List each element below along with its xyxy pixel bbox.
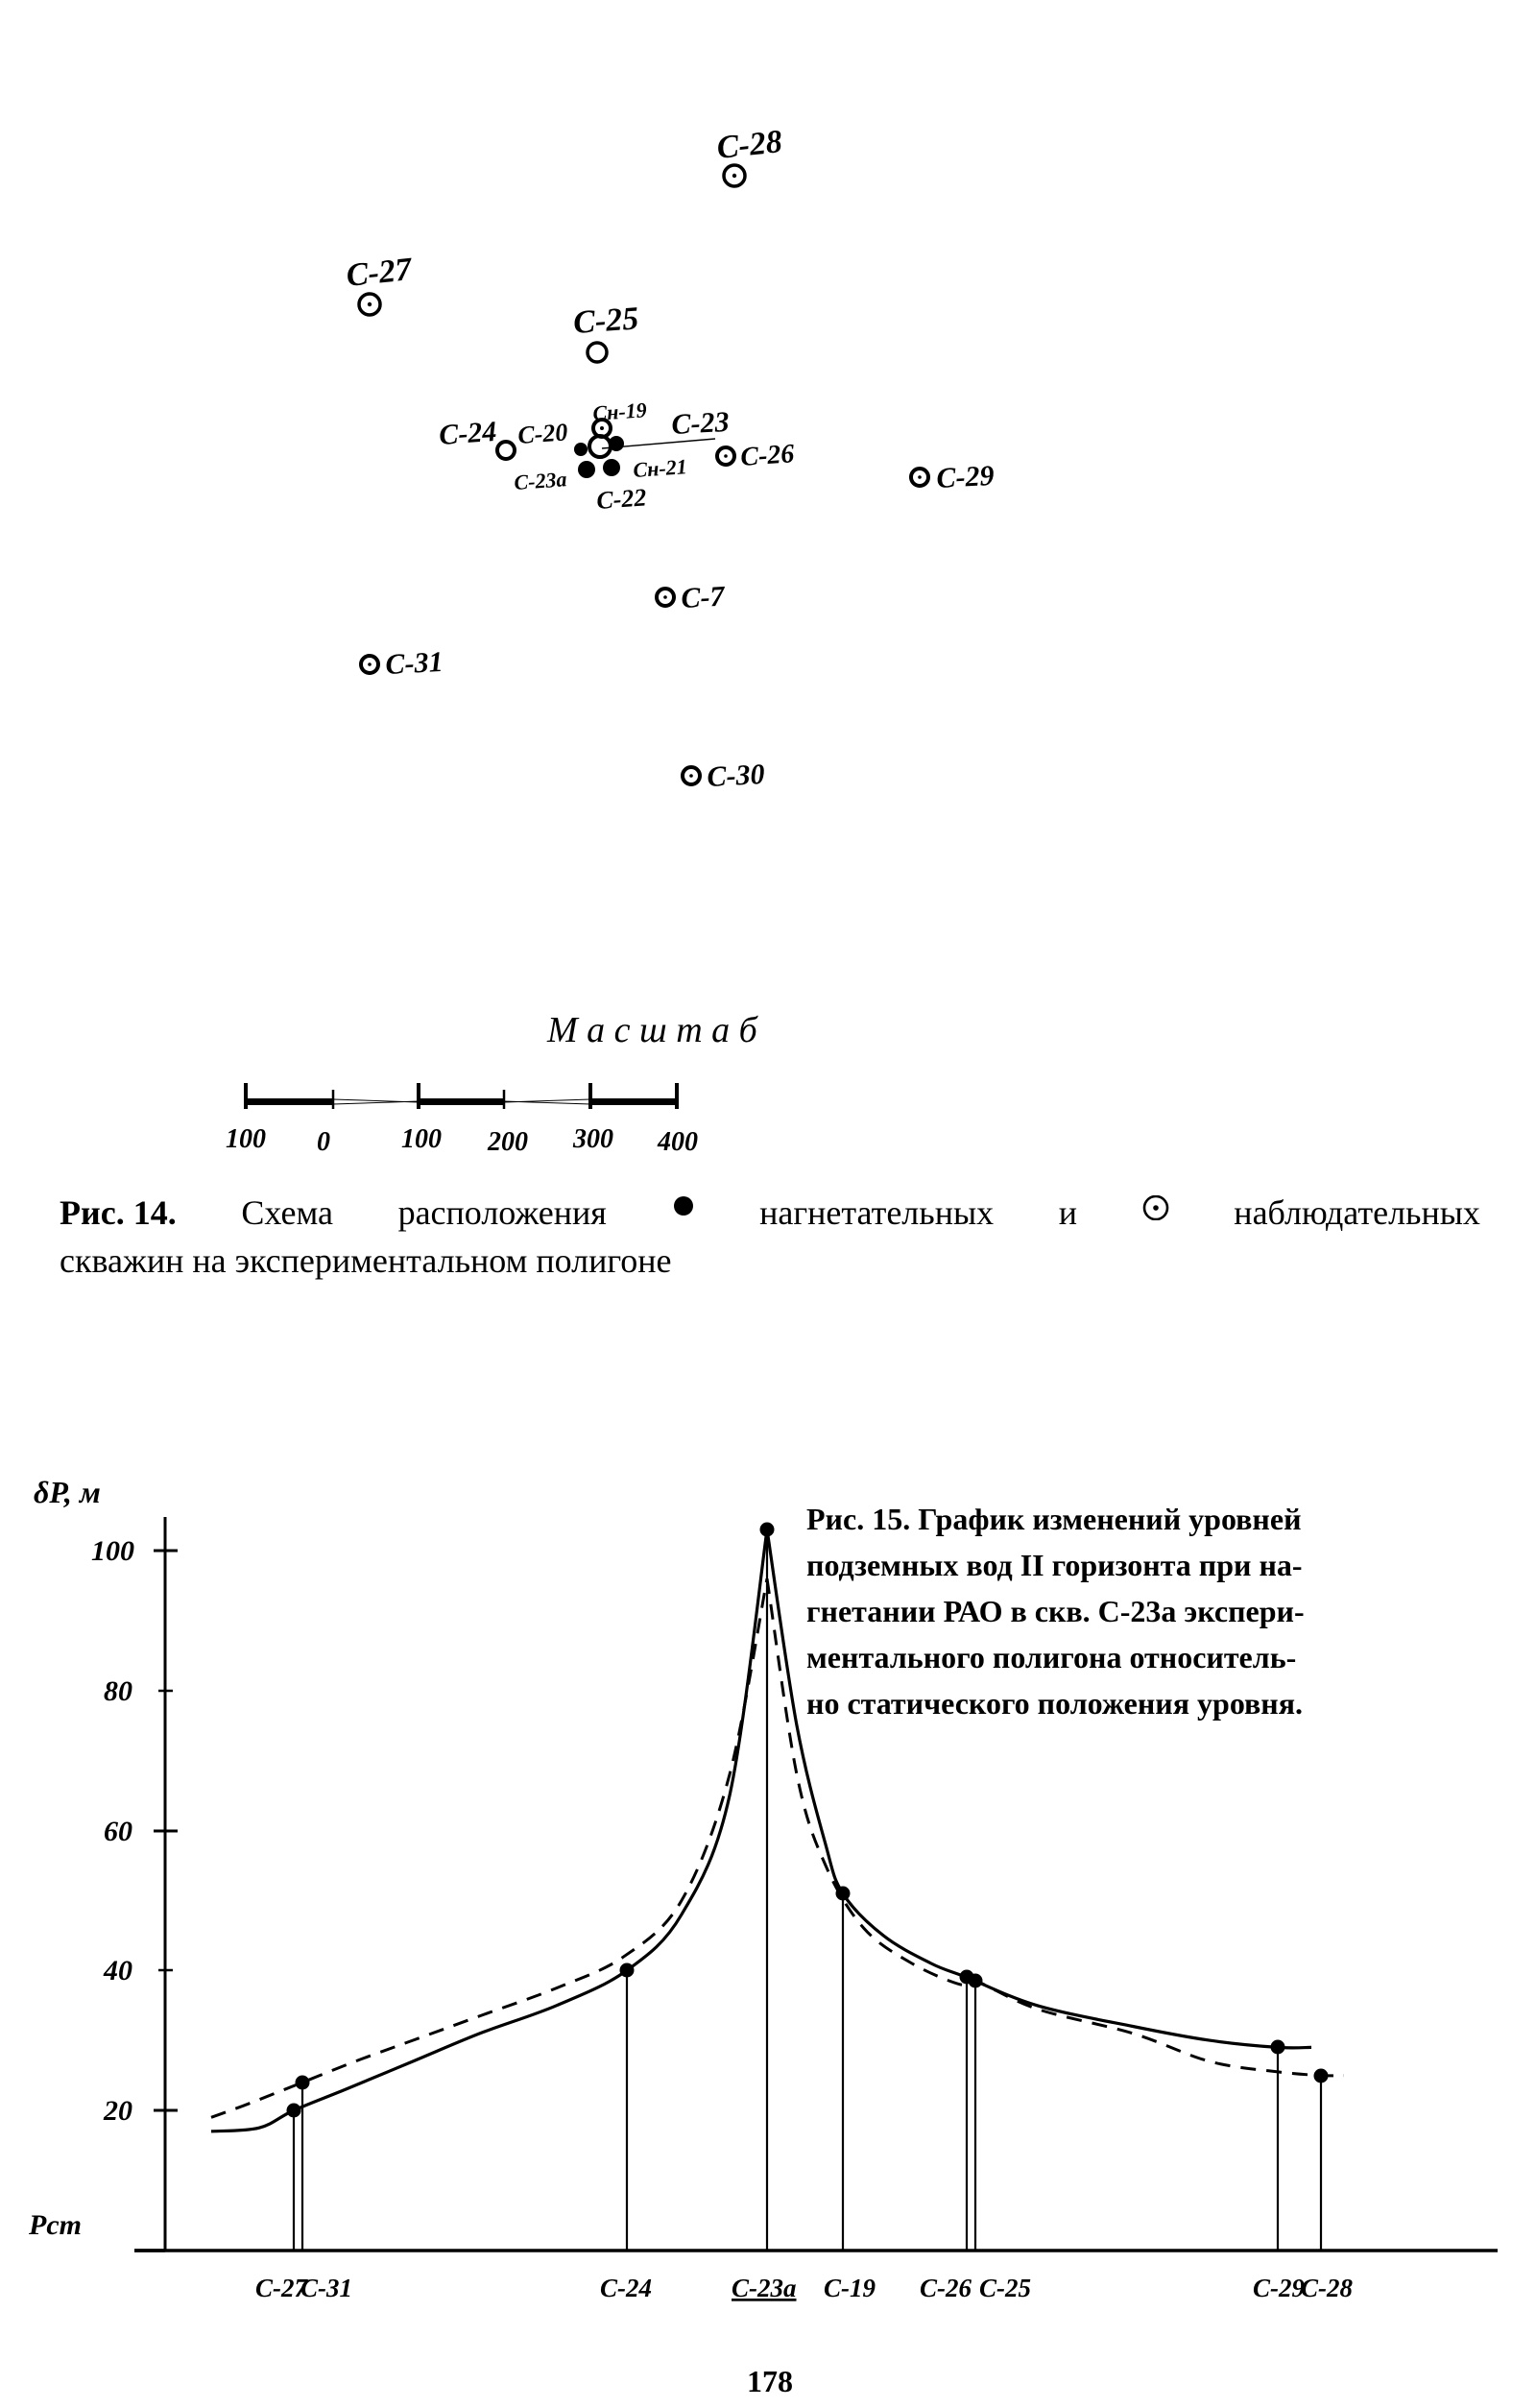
svg-text:C-24: C-24 bbox=[438, 416, 497, 451]
svg-text:C-26: C-26 bbox=[739, 439, 795, 472]
svg-text:C-29: C-29 bbox=[1253, 2274, 1306, 2302]
svg-text:Pcт: Pcт bbox=[28, 2209, 82, 2241]
svg-text:Cн-21: Cн-21 bbox=[633, 454, 688, 482]
svg-text:M a c ш m a б: M a c ш m a б bbox=[546, 1010, 759, 1050]
svg-text:C-7: C-7 bbox=[681, 581, 727, 614]
svg-text:C-22: C-22 bbox=[595, 483, 647, 515]
svg-text:20: 20 bbox=[103, 2095, 132, 2127]
svg-text:C-25: C-25 bbox=[979, 2274, 1031, 2302]
svg-text:C-19: C-19 bbox=[824, 2274, 876, 2302]
svg-text:C-24: C-24 bbox=[600, 2274, 652, 2302]
svg-text:200: 200 bbox=[487, 1127, 528, 1157]
svg-text:C-31: C-31 bbox=[300, 2274, 352, 2302]
svg-text:C-26: C-26 bbox=[920, 2274, 972, 2302]
svg-text:100: 100 bbox=[91, 1535, 134, 1567]
svg-text:C-20: C-20 bbox=[516, 418, 568, 449]
svg-text:40: 40 bbox=[103, 1955, 132, 1987]
svg-text:80: 80 bbox=[104, 1675, 132, 1707]
svg-text:300: 300 bbox=[572, 1124, 613, 1154]
svg-text:C-29: C-29 bbox=[936, 460, 996, 494]
svg-text:C-23a: C-23a bbox=[732, 2274, 797, 2302]
svg-text:C-30: C-30 bbox=[707, 759, 766, 793]
svg-text:400: 400 bbox=[657, 1127, 698, 1157]
svg-text:C-23: C-23 bbox=[671, 406, 731, 441]
svg-text:0: 0 bbox=[317, 1127, 330, 1157]
svg-text:100: 100 bbox=[226, 1124, 266, 1154]
svg-text:C-31: C-31 bbox=[385, 646, 444, 681]
svg-text:60: 60 bbox=[104, 1816, 132, 1847]
svg-text:C-28: C-28 bbox=[715, 124, 783, 166]
svg-text:C-28: C-28 bbox=[1301, 2274, 1354, 2302]
svg-text:C-25: C-25 bbox=[572, 301, 639, 341]
svg-text:100: 100 bbox=[401, 1124, 442, 1154]
svg-text:δP, м: δP, м bbox=[34, 1475, 101, 1509]
svg-text:C-27: C-27 bbox=[345, 252, 415, 294]
svg-text:C-23a: C-23a bbox=[514, 467, 568, 494]
